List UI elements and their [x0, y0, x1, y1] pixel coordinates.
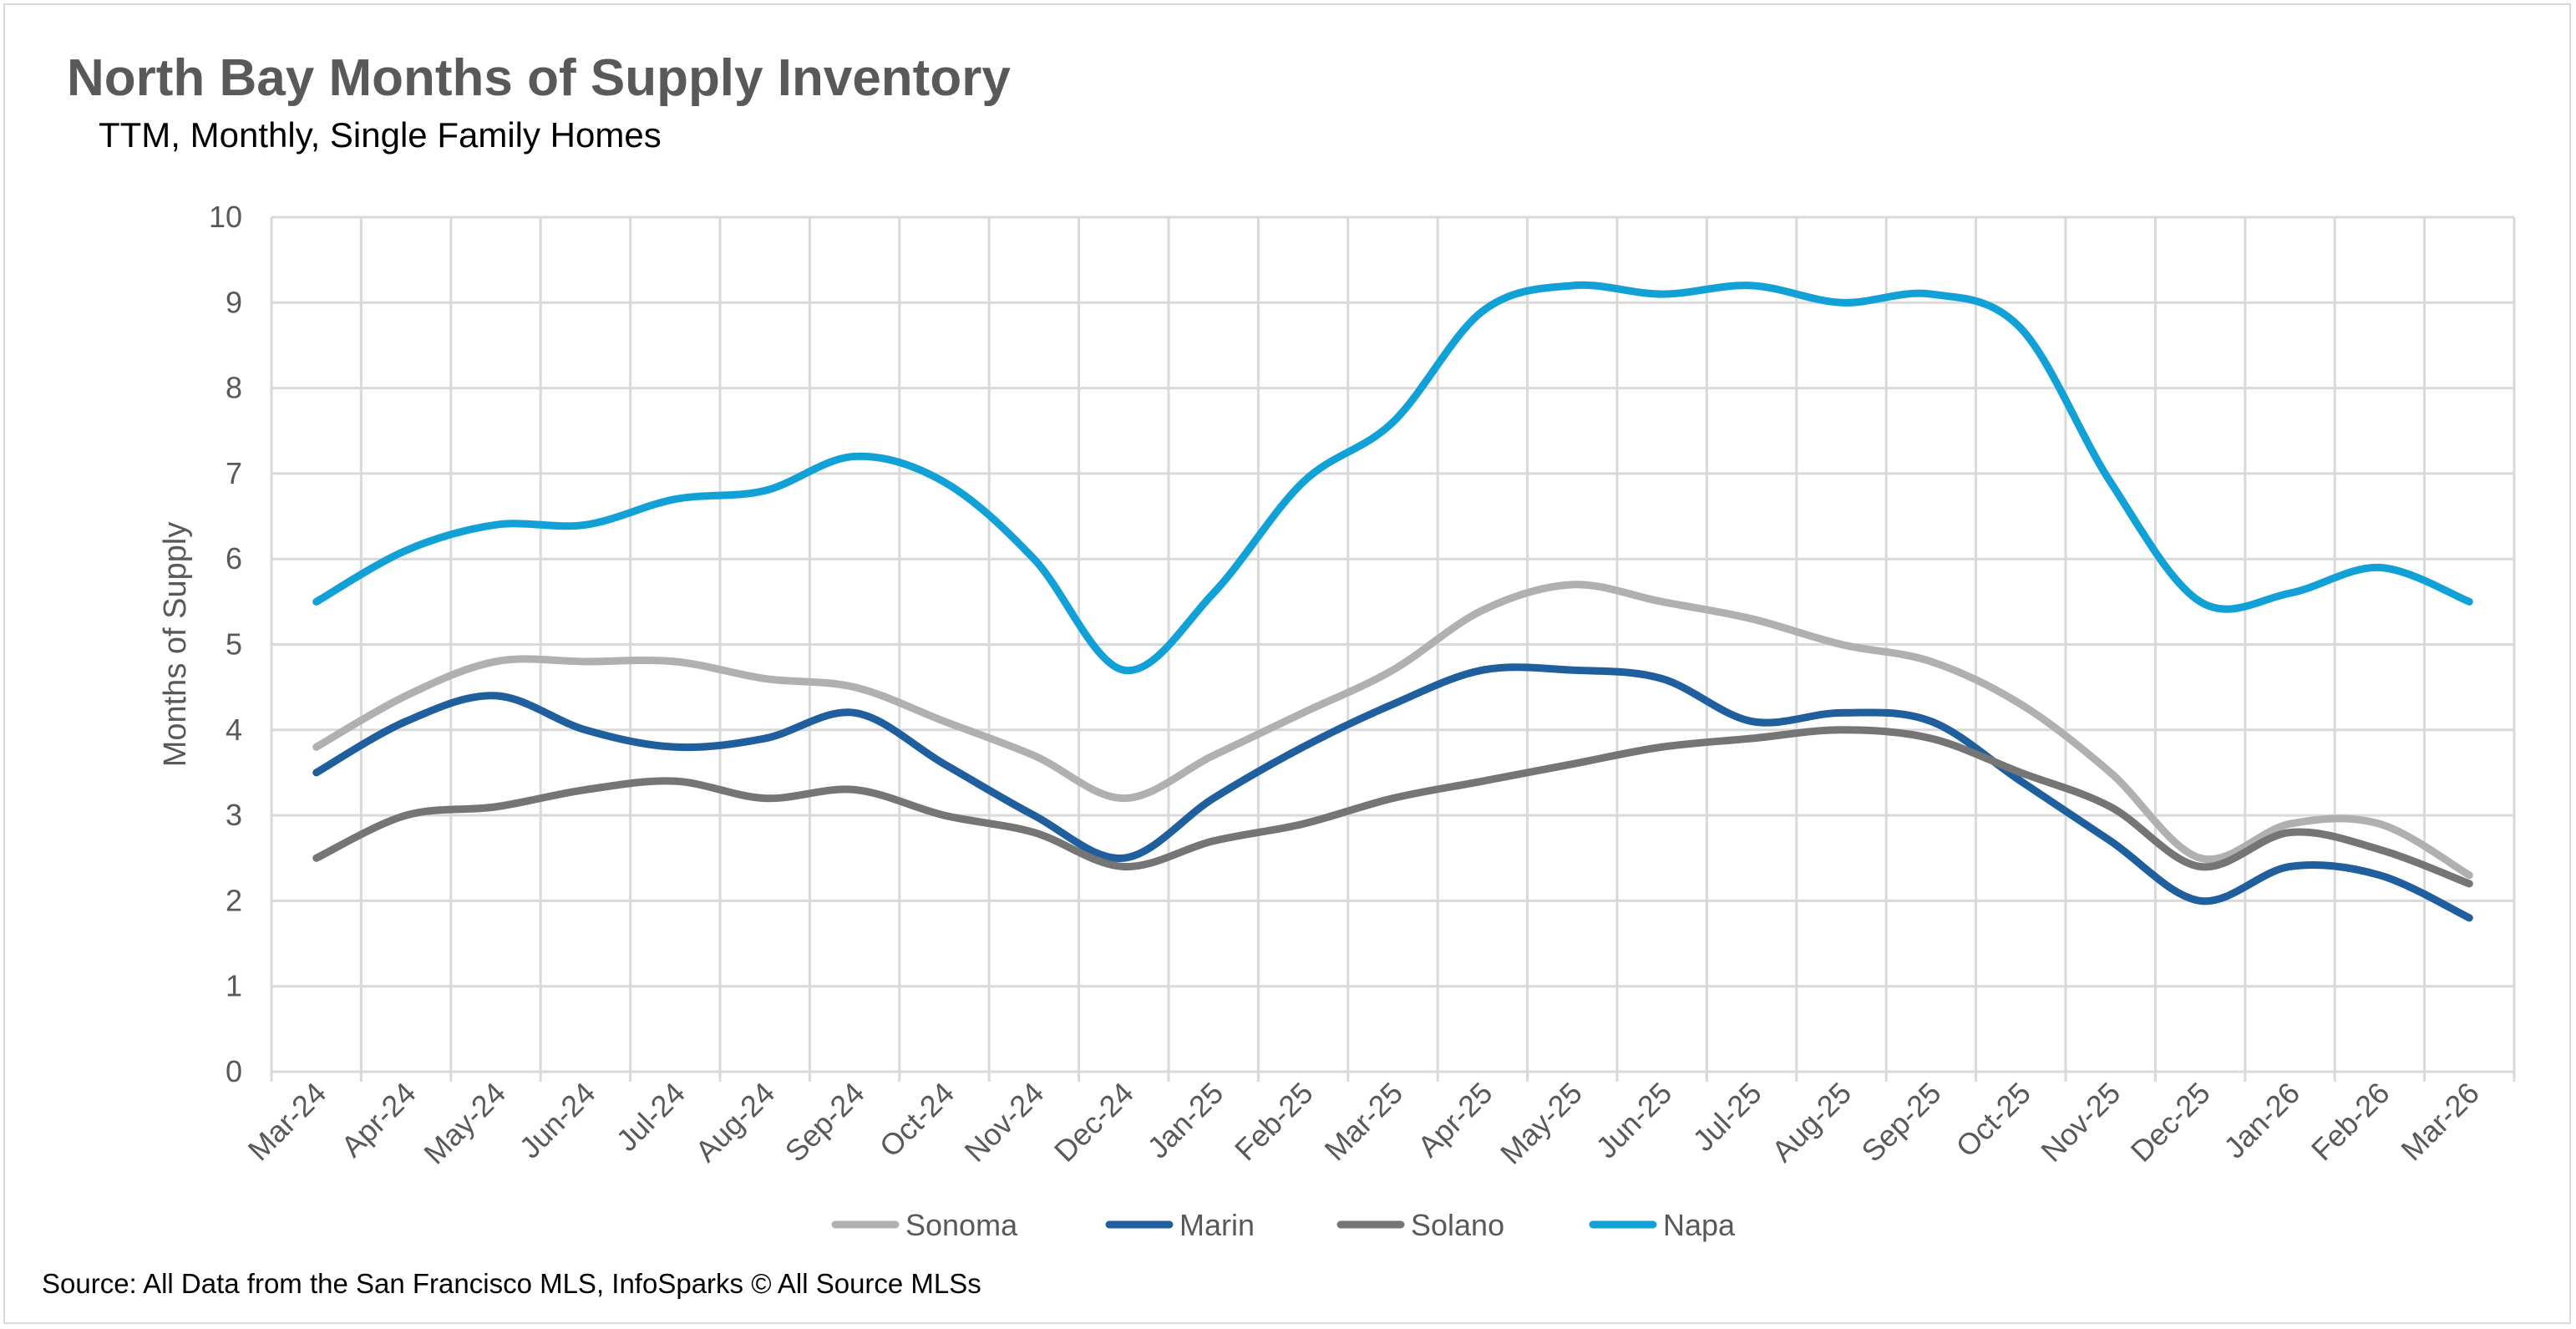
x-tick-label: Dec-25: [2124, 1076, 2217, 1169]
x-tick-label: Sep-25: [1854, 1076, 1947, 1169]
x-tick-label: Nov-24: [957, 1076, 1050, 1169]
x-tick-label: Jul-24: [610, 1076, 692, 1158]
y-tick-label: 5: [226, 627, 242, 662]
x-tick-label: Apr-25: [1411, 1076, 1498, 1164]
x-tick-label: May-25: [1493, 1076, 1589, 1171]
chart-title: North Bay Months of Supply Inventory: [67, 49, 1011, 107]
y-axis-label: Months of Supply: [158, 522, 193, 768]
legend-label-sonoma: Sonoma: [905, 1208, 1018, 1242]
x-tick-label: Jul-25: [1686, 1076, 1767, 1158]
x-tick-label: Feb-25: [1228, 1076, 1320, 1168]
x-tick-label: Jan-25: [1141, 1076, 1230, 1165]
x-tick-label: Mar-24: [241, 1076, 333, 1168]
series-line-sonoma: [312, 581, 2473, 880]
x-tick-label: Jun-24: [513, 1076, 602, 1165]
y-tick-label: 2: [226, 883, 242, 917]
legend-label-marin: Marin: [1179, 1208, 1255, 1242]
x-tick-label: Mar-25: [1318, 1076, 1410, 1168]
y-tick-label: 9: [226, 285, 242, 319]
y-tick-label: 10: [209, 200, 242, 234]
series-line-solano: [312, 726, 2473, 888]
legend-label-solano: Solano: [1411, 1208, 1504, 1242]
x-tick-label: Oct-24: [873, 1076, 961, 1164]
x-tick-label: Sep-24: [778, 1076, 871, 1169]
x-tick-label: Apr-24: [334, 1076, 422, 1164]
x-tick-label: Aug-24: [688, 1076, 781, 1169]
x-tick-label: Oct-25: [1950, 1076, 2037, 1164]
y-tick-label: 3: [226, 798, 242, 832]
y-tick-label: 8: [226, 371, 242, 405]
x-tick-label: May-24: [417, 1076, 512, 1171]
y-tick-label: 7: [226, 456, 242, 490]
x-tick-label: Nov-25: [2034, 1076, 2127, 1169]
y-tick-label: 1: [226, 969, 242, 1003]
x-tick-label: Jan-26: [2217, 1076, 2306, 1165]
series-line-napa: [312, 281, 2473, 675]
y-tick-label: 4: [226, 713, 242, 747]
source-note: Source: All Data from the San Francisco …: [42, 1268, 981, 1299]
chart-frame: [3, 3, 2571, 1324]
x-tick-label: Aug-25: [1765, 1076, 1858, 1169]
legend-label-napa: Napa: [1663, 1208, 1736, 1242]
y-tick-label: 0: [226, 1054, 242, 1088]
x-tick-label: Jun-25: [1590, 1076, 1679, 1165]
chart-subtitle: TTM, Monthly, Single Family Homes: [99, 115, 662, 155]
x-tick-label: Feb-26: [2305, 1076, 2396, 1168]
y-tick-label: 6: [226, 541, 242, 576]
x-tick-label: Dec-24: [1047, 1076, 1140, 1169]
x-tick-label: Mar-26: [2394, 1076, 2486, 1168]
series-line-marin: [312, 663, 2473, 922]
